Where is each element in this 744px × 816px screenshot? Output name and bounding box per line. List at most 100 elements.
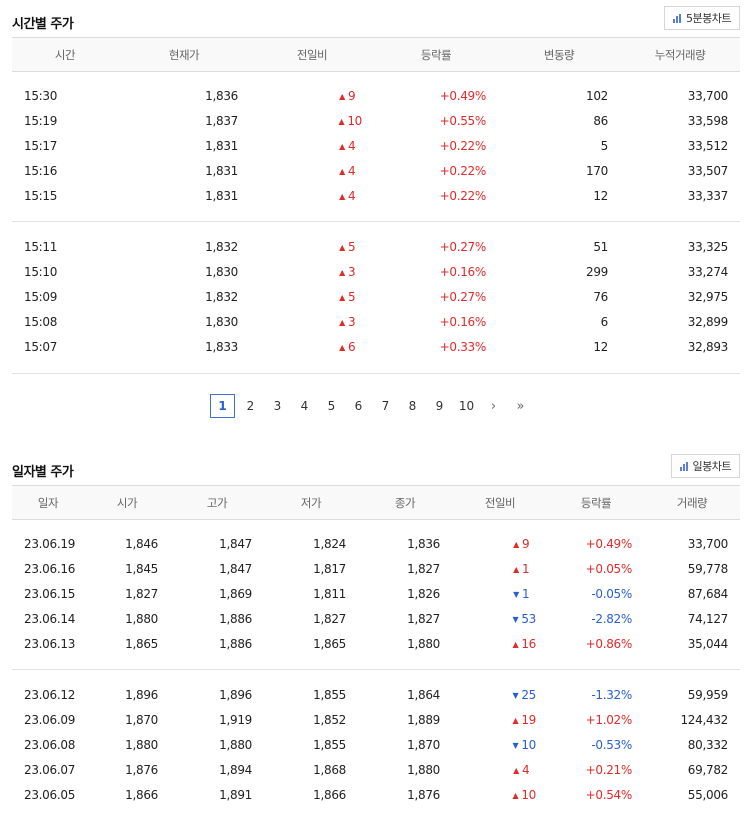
- row-divider: [12, 657, 740, 683]
- volume-cell: 87,684: [687, 587, 729, 601]
- time-cell: 15:11: [24, 240, 58, 254]
- open-cell: 1,870: [125, 713, 158, 727]
- open-cell: 1,865: [125, 637, 158, 651]
- daily-header: 일자별 주가 일봉차트: [12, 454, 740, 484]
- rate-cell: +0.54%: [585, 788, 633, 802]
- date-cell: 23.06.16: [24, 562, 76, 576]
- volume-cell: 59,959: [687, 688, 729, 702]
- change-value: 4: [348, 189, 356, 203]
- table-row: 15:30 1,836 ▲ 9 +0.49% 102 33,700: [12, 84, 740, 109]
- date-cell: 23.06.12: [24, 688, 76, 702]
- page-link-8[interactable]: 8: [408, 399, 417, 413]
- low-cell: 1,868: [313, 763, 346, 777]
- cum-volume-cell: 33,274: [687, 265, 729, 279]
- change-cell: ▲ 9: [250, 84, 374, 109]
- change-cell: ▲ 19: [452, 708, 548, 733]
- rate-cell: +0.22%: [439, 164, 487, 178]
- volume-cell: 35,044: [687, 637, 729, 651]
- open-cell: 1,845: [125, 562, 158, 576]
- high-cell: 1,847: [219, 562, 252, 576]
- triangle-down-icon: ▼: [513, 590, 519, 599]
- page-link-5[interactable]: 5: [327, 399, 336, 413]
- rate-cell: -2.82%: [591, 612, 632, 626]
- change-cell: ▼ 1: [452, 582, 548, 607]
- double-chevron-right-icon[interactable]: »: [516, 398, 525, 414]
- low-cell: 1,855: [313, 738, 346, 752]
- close-cell: 1,870: [407, 738, 440, 752]
- low-cell: 1,817: [313, 562, 346, 576]
- price-cell: 1,830: [205, 265, 238, 279]
- volume-cell: 6: [600, 315, 609, 329]
- daily-table: 일자 시가 고가 저가 종가 전일비 등락률 거래량 23.06.19 1,846…: [12, 485, 740, 808]
- price-cell: 1,831: [205, 139, 238, 153]
- page-link-1[interactable]: 1: [210, 394, 235, 418]
- change-value: 1: [522, 562, 530, 576]
- page-link-2[interactable]: 2: [246, 399, 255, 413]
- change-value: 6: [348, 340, 356, 354]
- high-cell: 1,886: [219, 612, 252, 626]
- change-value: 9: [348, 89, 356, 103]
- close-cell: 1,876: [407, 788, 440, 802]
- page-link-7[interactable]: 7: [381, 399, 390, 413]
- change-cell: ▲ 6: [250, 335, 374, 360]
- row-divider: [12, 209, 740, 235]
- low-cell: 1,852: [313, 713, 346, 727]
- page-link-3[interactable]: 3: [273, 399, 282, 413]
- cum-volume-cell: 33,507: [687, 164, 729, 178]
- rate-cell: +0.49%: [439, 89, 487, 103]
- table-row: 23.06.12 1,896 1,896 1,855 1,864 ▼ 25 -1.32% 59,…: [12, 683, 740, 708]
- triangle-up-icon: ▲: [339, 293, 345, 302]
- cum-volume-cell: 33,700: [687, 89, 729, 103]
- change-value: 10: [521, 788, 536, 802]
- col-header-high: 고가: [170, 485, 264, 520]
- change-cell: ▲ 5: [250, 285, 374, 310]
- page-link-9[interactable]: 9: [435, 399, 444, 413]
- time-cell: 15:08: [24, 315, 58, 329]
- col-header-rate: 등락률: [374, 37, 498, 72]
- date-cell: 23.06.05: [24, 788, 76, 802]
- triangle-up-icon: ▲: [513, 540, 519, 549]
- pagination: 1 2 3 4 5 6 7 8 9 10 › »: [0, 394, 744, 418]
- high-cell: 1,869: [219, 587, 252, 601]
- change-cell: ▲ 1: [452, 557, 548, 582]
- change-cell: ▲ 16: [452, 632, 548, 657]
- page-link-10[interactable]: 10: [458, 399, 475, 413]
- high-cell: 1,847: [219, 537, 252, 551]
- page-link-4[interactable]: 4: [300, 399, 309, 413]
- price-cell: 1,837: [205, 114, 238, 128]
- col-header-rate: 등락률: [548, 485, 644, 520]
- table-row: 15:11 1,832 ▲ 5 +0.27% 51 33,325: [12, 235, 740, 260]
- triangle-down-icon: ▼: [512, 741, 519, 750]
- intraday-table: 시간 현재가 전일비 등락률 변동량 누적거래량 15:30 1,836 ▲ 9 +0.…: [12, 37, 740, 374]
- intraday-title: 시간별 주가: [12, 17, 74, 32]
- page-link-6[interactable]: 6: [354, 399, 363, 413]
- close-cell: 1,880: [407, 637, 440, 651]
- date-cell: 23.06.15: [24, 587, 76, 601]
- close-cell: 1,864: [407, 688, 440, 702]
- rate-cell: +0.22%: [439, 189, 487, 203]
- open-cell: 1,880: [125, 612, 158, 626]
- triangle-down-icon: ▼: [512, 615, 519, 624]
- rate-cell: +0.86%: [585, 637, 633, 651]
- triangle-up-icon: ▲: [339, 318, 345, 327]
- table-row: 15:07 1,833 ▲ 6 +0.33% 12 32,893: [12, 335, 740, 360]
- change-cell: ▼ 53: [452, 607, 548, 632]
- change-value: 10: [521, 738, 536, 752]
- minute-chart-button[interactable]: 5분봉차트: [664, 6, 740, 30]
- price-cell: 1,830: [205, 315, 238, 329]
- chevron-right-icon[interactable]: ›: [490, 398, 497, 414]
- low-cell: 1,865: [313, 637, 346, 651]
- table-row: 15:08 1,830 ▲ 3 +0.16% 6 32,899: [12, 310, 740, 335]
- time-cell: 15:19: [24, 114, 58, 128]
- close-cell: 1,880: [407, 763, 440, 777]
- daily-chart-button[interactable]: 일봉차트: [670, 454, 740, 478]
- change-value: 3: [348, 315, 356, 329]
- open-cell: 1,846: [125, 537, 158, 551]
- triangle-up-icon: ▲: [339, 243, 345, 252]
- intraday-header-row: 시간 현재가 전일비 등락률 변동량 누적거래량: [12, 37, 740, 72]
- open-cell: 1,866: [125, 788, 158, 802]
- change-value: 5: [348, 290, 356, 304]
- time-cell: 15:17: [24, 139, 58, 153]
- col-header-volume: 변동량: [498, 37, 620, 72]
- low-cell: 1,827: [313, 612, 346, 626]
